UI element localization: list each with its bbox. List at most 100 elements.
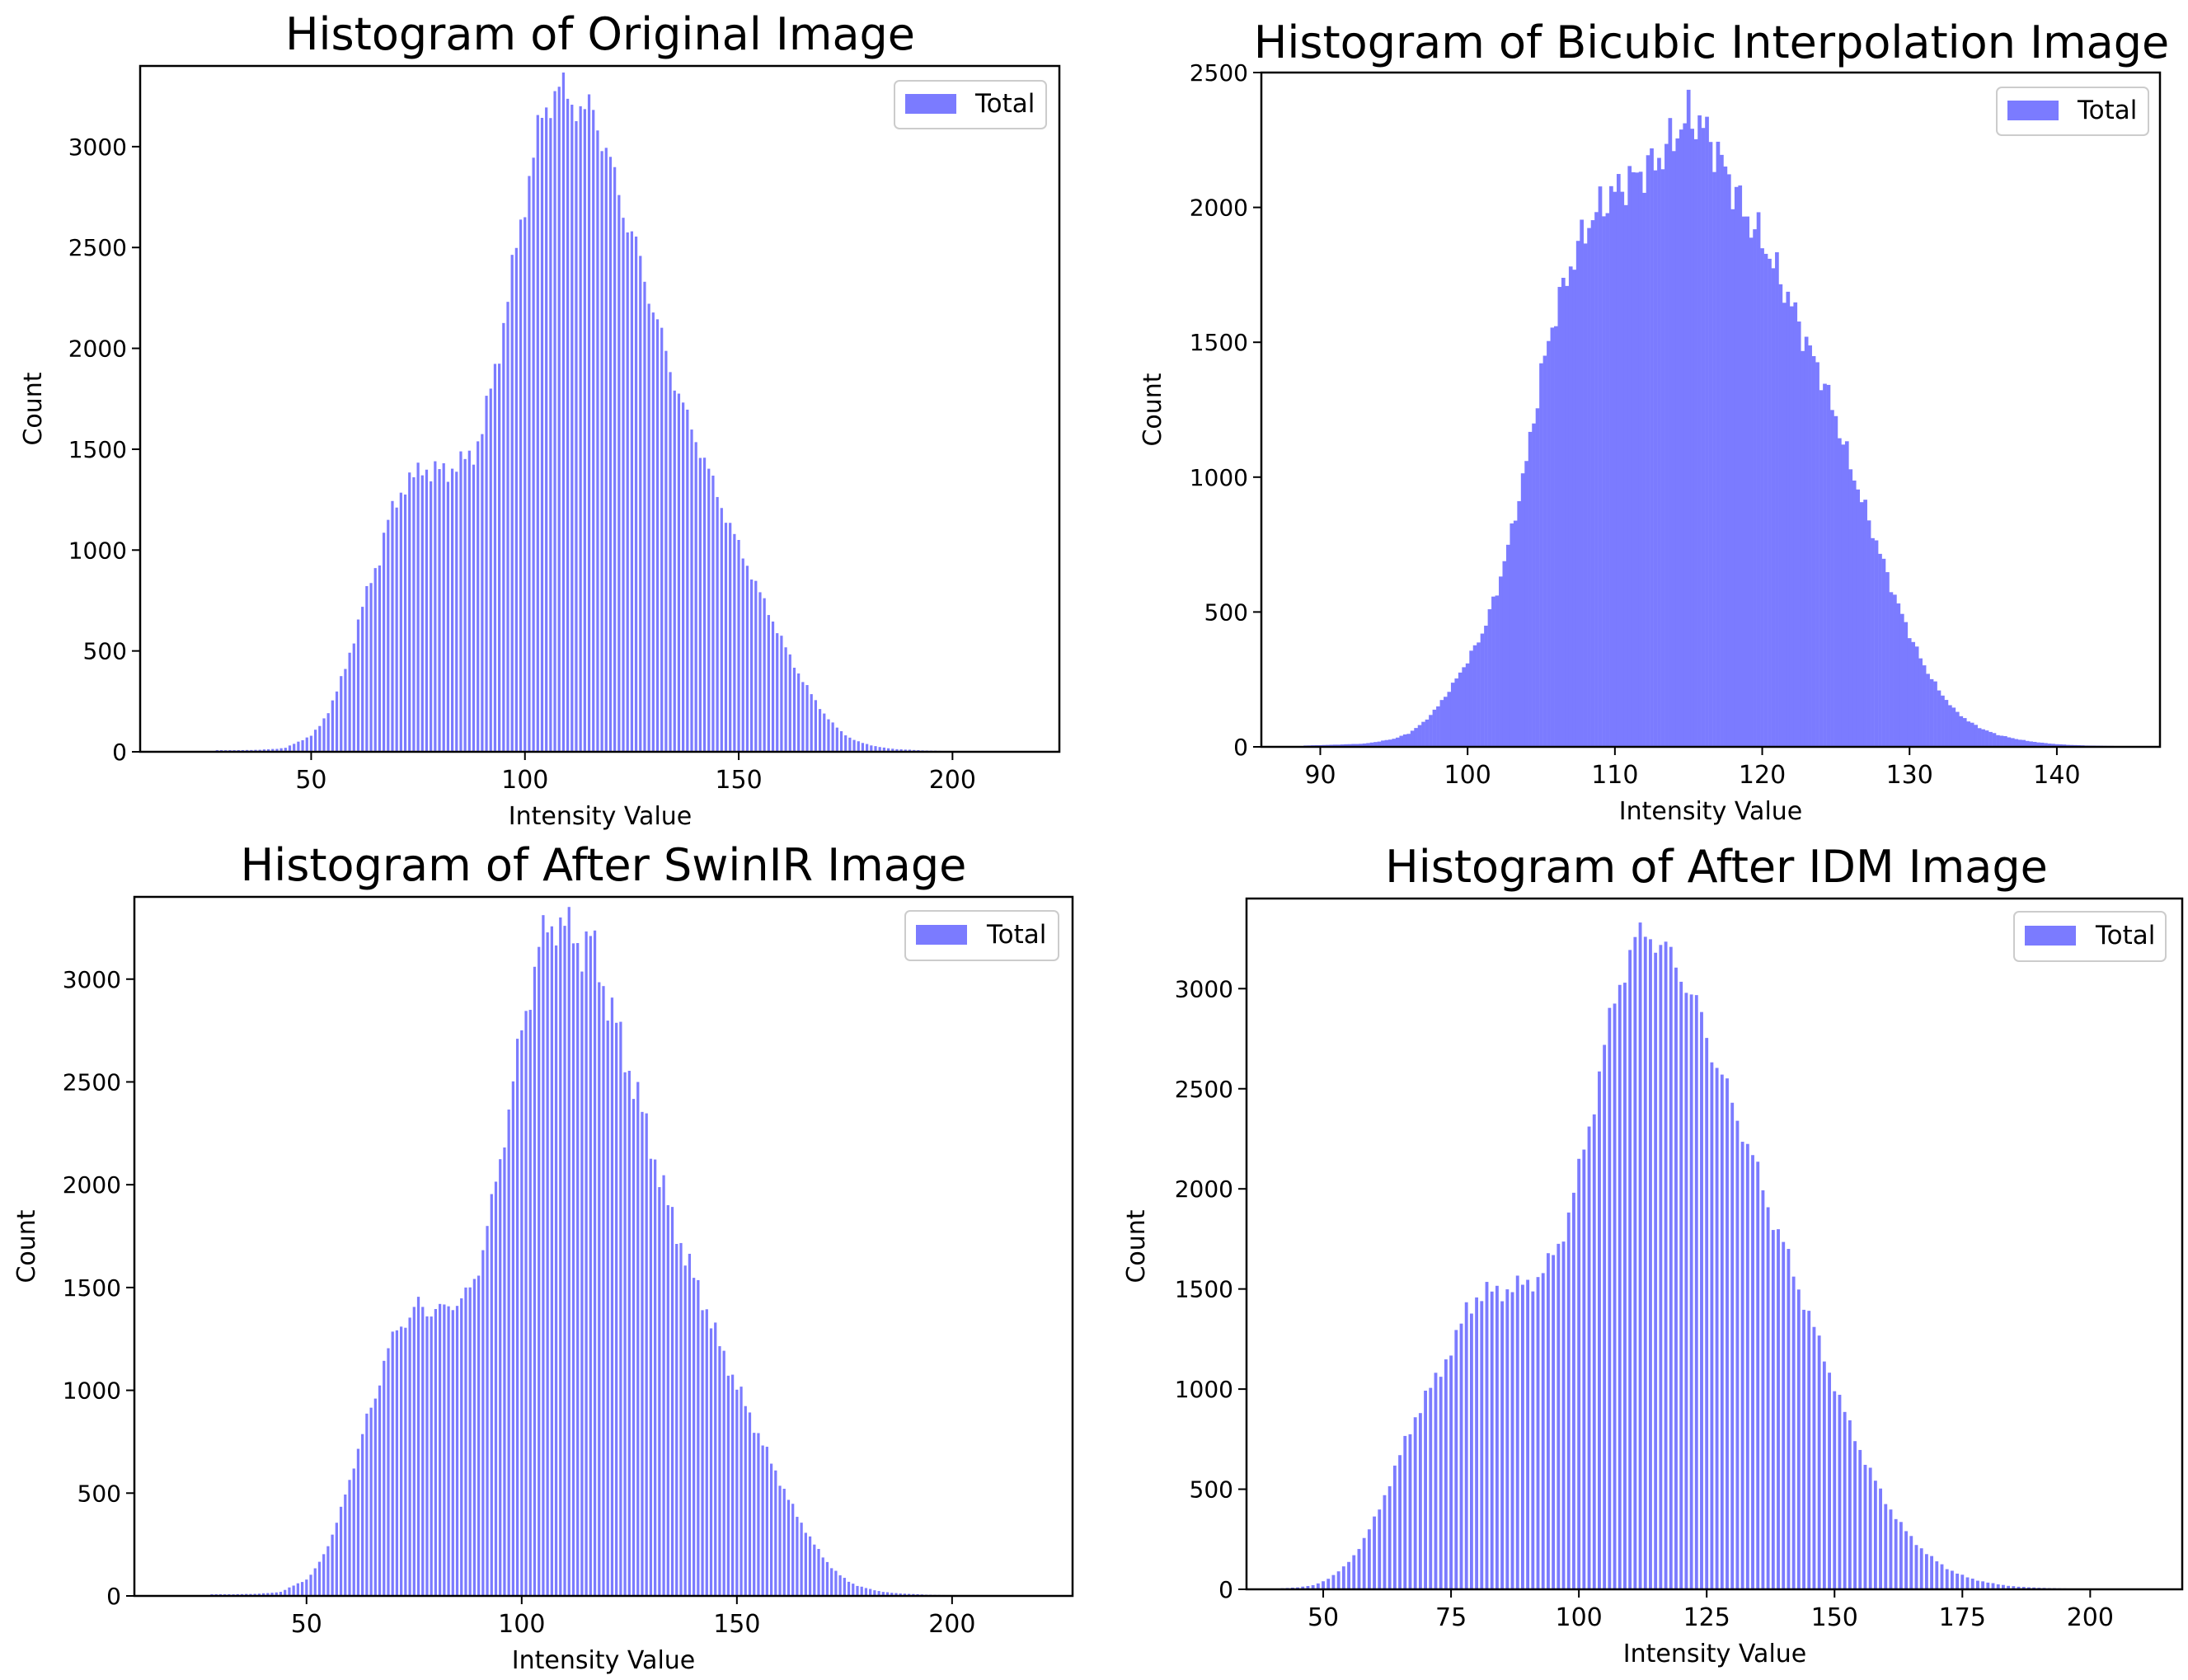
histogram-bar <box>1556 1243 1561 1589</box>
x-axis-label: Intensity Value <box>1619 797 1803 826</box>
histogram-bar <box>1782 303 1787 747</box>
histogram-bar <box>2062 744 2067 747</box>
histogram-bar <box>690 429 693 752</box>
x-tick-label: 150 <box>1811 1603 1858 1632</box>
histogram-bar <box>1575 241 1580 748</box>
histogram-bar <box>1838 438 1842 747</box>
x-tick-label: 110 <box>1591 761 1638 790</box>
legend-box <box>894 80 1047 129</box>
histogram-bar <box>1793 302 1798 748</box>
histogram-bar <box>1331 1574 1336 1589</box>
histogram-bar <box>446 481 450 752</box>
histogram-bar <box>1539 363 1543 747</box>
histogram-bar <box>758 592 762 752</box>
histogram-bar <box>1896 603 1901 747</box>
histogram-bar <box>1369 742 1374 747</box>
histogram-bar <box>1499 576 1503 747</box>
histogram-bar <box>1406 734 1411 747</box>
histogram-bar <box>284 748 287 752</box>
histogram-bar <box>1996 734 2000 747</box>
histogram-bar <box>877 1591 880 1596</box>
histogram-bar <box>434 1309 438 1596</box>
y-axis-label: Count <box>12 1209 41 1283</box>
histogram-bar <box>782 1489 786 1596</box>
histogram-bar <box>903 1593 907 1596</box>
legend-label: Total <box>986 920 1046 950</box>
histogram-bar <box>1421 721 1425 747</box>
legend-box <box>2013 911 2167 962</box>
histogram-bar <box>745 565 749 752</box>
histogram-bar <box>1526 1279 1530 1589</box>
legend: Total <box>894 80 1047 129</box>
histogram-bar <box>468 1287 472 1596</box>
histogram-bar <box>356 1448 360 1596</box>
histogram-bar <box>729 523 732 752</box>
histogram-bar <box>425 469 429 752</box>
histogram-bar <box>486 1226 489 1596</box>
histogram-bar <box>1301 1586 1305 1589</box>
histogram-bar <box>1475 1297 1479 1589</box>
histogram-bar <box>464 1287 467 1596</box>
y-tick-label: 0 <box>1218 1576 1233 1603</box>
x-tick-label: 50 <box>1308 1603 1339 1632</box>
histogram-bar <box>1392 739 1397 747</box>
histogram-bar <box>296 1583 299 1596</box>
histogram-bar <box>1826 384 1831 747</box>
histogram-bar <box>1654 952 1658 1589</box>
histogram-bar <box>1686 89 1691 747</box>
histogram-bar <box>2017 1586 2021 1589</box>
histogram-bar <box>387 519 390 752</box>
histogram-bar <box>1608 1007 1612 1589</box>
histogram-bar <box>1988 731 1993 747</box>
x-tick-group: 50 100 150 200 <box>291 1596 975 1639</box>
histogram-bar <box>1697 115 1702 747</box>
histogram-bar <box>1592 1114 1596 1589</box>
histogram-bar <box>589 936 592 1596</box>
histogram-bar <box>694 442 697 752</box>
histogram-bar <box>1808 345 1812 747</box>
histogram-bar <box>1679 981 1683 1589</box>
histogram-bar <box>1381 740 1385 747</box>
histogram-bar <box>776 633 779 752</box>
histogram-bar <box>1919 1548 1923 1589</box>
histogram-bar <box>1387 1485 1392 1589</box>
histogram-bar <box>1432 709 1437 747</box>
histogram-bar <box>1377 741 1382 747</box>
x-tick-label: 130 <box>1886 761 1933 790</box>
histogram-bar <box>617 195 621 753</box>
histogram-bar <box>886 748 890 752</box>
histogram-bar <box>670 1207 674 1596</box>
legend-swatch <box>905 94 956 114</box>
histogram-bar <box>1341 1566 1345 1589</box>
histogram-bar <box>391 1331 394 1596</box>
x-tick-label: 50 <box>295 766 326 795</box>
histogram-bar <box>1659 945 1663 1589</box>
histogram-bar <box>1716 141 1721 747</box>
histogram-bar <box>1871 537 1875 747</box>
histogram-bar <box>1904 622 1909 747</box>
histogram-bar <box>1542 355 1547 747</box>
histogram-bar <box>866 744 869 752</box>
histogram-bar <box>1945 1569 1949 1589</box>
histogram-bar <box>724 523 728 752</box>
histogram-bar <box>2044 743 2048 747</box>
histogram-bar <box>788 654 791 752</box>
histogram-bar <box>1753 229 1757 747</box>
histogram-bar <box>1950 1570 1954 1589</box>
histogram-bar <box>800 1523 803 1596</box>
histogram-bar <box>383 1360 386 1596</box>
y-tick-label: 500 <box>1190 1476 1233 1504</box>
histogram-bar <box>279 748 283 752</box>
histogram-bar <box>1383 1495 1387 1589</box>
histogram-bar <box>848 737 852 752</box>
histogram-bar <box>1726 1078 1729 1589</box>
histogram-bar <box>1464 1302 1468 1589</box>
histogram-bar <box>506 302 509 752</box>
histogram-bar <box>1918 658 1923 747</box>
histogram-bar <box>314 730 317 752</box>
histogram-bar <box>823 713 826 752</box>
histogram-bar <box>416 1297 420 1596</box>
histogram-bar <box>801 682 805 752</box>
histogram-bar <box>1838 1395 1842 1589</box>
histogram-bar <box>1828 1373 1831 1589</box>
